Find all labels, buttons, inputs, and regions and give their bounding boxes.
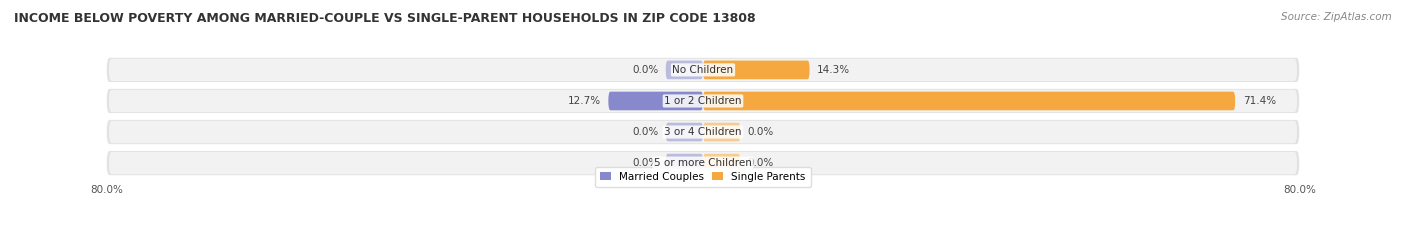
FancyBboxPatch shape: [703, 123, 741, 141]
Text: 12.7%: 12.7%: [568, 96, 600, 106]
FancyBboxPatch shape: [108, 59, 1298, 81]
FancyBboxPatch shape: [703, 154, 741, 172]
Text: 0.0%: 0.0%: [633, 127, 658, 137]
FancyBboxPatch shape: [107, 151, 1299, 175]
Text: INCOME BELOW POVERTY AMONG MARRIED-COUPLE VS SINGLE-PARENT HOUSEHOLDS IN ZIP COD: INCOME BELOW POVERTY AMONG MARRIED-COUPL…: [14, 12, 755, 25]
Text: 71.4%: 71.4%: [1243, 96, 1275, 106]
Text: 14.3%: 14.3%: [817, 65, 851, 75]
Text: 0.0%: 0.0%: [748, 127, 773, 137]
Text: Source: ZipAtlas.com: Source: ZipAtlas.com: [1281, 12, 1392, 22]
FancyBboxPatch shape: [703, 92, 1236, 110]
Text: 0.0%: 0.0%: [748, 158, 773, 168]
FancyBboxPatch shape: [665, 61, 703, 79]
Text: 0.0%: 0.0%: [633, 65, 658, 75]
Text: 0.0%: 0.0%: [633, 158, 658, 168]
FancyBboxPatch shape: [703, 61, 810, 79]
FancyBboxPatch shape: [107, 120, 1299, 144]
FancyBboxPatch shape: [665, 154, 703, 172]
FancyBboxPatch shape: [108, 121, 1298, 143]
FancyBboxPatch shape: [107, 89, 1299, 113]
Text: No Children: No Children: [672, 65, 734, 75]
FancyBboxPatch shape: [108, 90, 1298, 112]
FancyBboxPatch shape: [609, 92, 703, 110]
Text: 5 or more Children: 5 or more Children: [654, 158, 752, 168]
FancyBboxPatch shape: [108, 152, 1298, 174]
FancyBboxPatch shape: [107, 58, 1299, 82]
Text: 1 or 2 Children: 1 or 2 Children: [664, 96, 742, 106]
FancyBboxPatch shape: [665, 123, 703, 141]
Legend: Married Couples, Single Parents: Married Couples, Single Parents: [595, 167, 811, 187]
Text: 3 or 4 Children: 3 or 4 Children: [664, 127, 742, 137]
